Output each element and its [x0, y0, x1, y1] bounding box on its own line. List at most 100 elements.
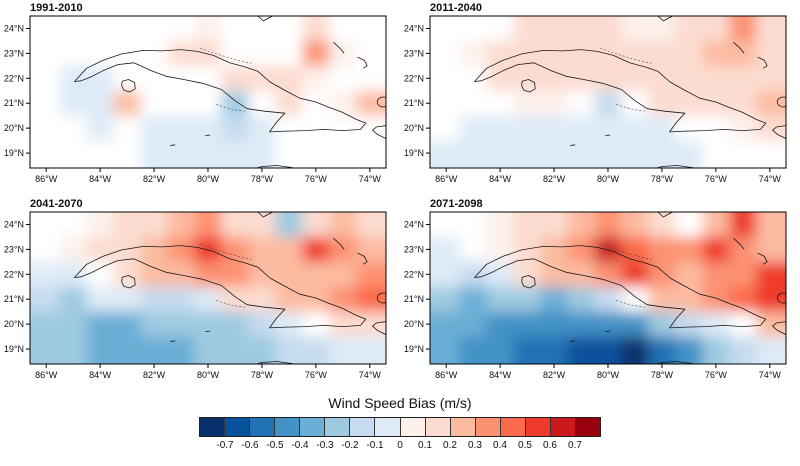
colorbar-bar: [199, 417, 601, 437]
lon-tick-label: 78°W: [651, 370, 674, 380]
colorbar-tick-label: 0.5: [518, 440, 532, 451]
lon-tick-label: 84°W: [489, 370, 512, 380]
colorbar-segment: [501, 418, 526, 436]
colorbar-segment: [300, 418, 325, 436]
map-panel-2041-2070: 24°N 23°N 22°N 21°N 20°N 19°N 86°W 84°W 82°W 80°W…: [0, 196, 400, 392]
lon-tick-label: 82°W: [543, 174, 566, 184]
map-panel-2071-2098: 24°N 23°N 22°N 21°N 20°N 19°N 86°W 84°W 82°W 80°W…: [400, 196, 800, 392]
lon-tick-label: 82°W: [543, 370, 566, 380]
colorbar-tick-label: -0.6: [241, 440, 258, 451]
lon-tick-label: 76°W: [305, 174, 328, 184]
lat-tick-label: 24°N: [404, 23, 424, 33]
colorbar-tick-label: 0.1: [418, 440, 432, 451]
colorbar-tick-label: -0.5: [266, 440, 283, 451]
colorbar-tick-label: 0.2: [443, 440, 457, 451]
bias-field: [406, 0, 800, 191]
lon-tick-label: 76°W: [705, 370, 728, 380]
lat-tick-label: 24°N: [404, 219, 424, 229]
lon-tick-label: 86°W: [435, 174, 458, 184]
lon-tick-label: 78°W: [651, 174, 674, 184]
panel-title: 2071-2098: [430, 198, 483, 210]
lon-tick-label: 84°W: [489, 174, 512, 184]
panel-title: 1991-2010: [30, 2, 83, 14]
colorbar-tick-label: 0.3: [468, 440, 482, 451]
lon-tick-label: 84°W: [89, 174, 112, 184]
lat-tick-label: 23°N: [4, 244, 24, 254]
lat-tick-label: 20°N: [4, 319, 24, 329]
panel-title: 2011-2040: [430, 2, 482, 14]
colorbar-segment: [576, 418, 600, 436]
lat-tick-label: 21°N: [4, 98, 24, 108]
colorbar-tick-label: 0.4: [493, 440, 507, 451]
colorbar-segment: [526, 418, 551, 436]
colorbar-tick-label: 0: [397, 440, 403, 451]
lat-tick-label: 20°N: [404, 319, 424, 329]
colorbar-segment: [350, 418, 375, 436]
colorbar-tick-label: 0.7: [568, 440, 582, 451]
map-panel-1991-2010: 24°N 23°N 22°N 21°N 20°N 19°N 86°W 84°W 82°W 80°W…: [0, 0, 400, 196]
colorbar: Wind Speed Bias (m/s) -0.7-0.6-0.5-0.4-0…: [0, 392, 800, 466]
lat-tick-label: 22°N: [4, 269, 24, 279]
lat-tick-label: 23°N: [404, 48, 424, 58]
colorbar-title: Wind Speed Bias (m/s): [0, 394, 800, 412]
colorbar-segment: [225, 418, 250, 436]
lon-tick-label: 80°W: [597, 370, 620, 380]
colorbar-segment: [250, 418, 275, 436]
lon-tick-label: 74°W: [759, 174, 782, 184]
colorbar-segment: [325, 418, 350, 436]
bias-field: [6, 196, 400, 387]
lat-tick-label: 21°N: [404, 294, 424, 304]
panel-title: 2041-2070: [30, 198, 83, 210]
colorbar-segment: [375, 418, 400, 436]
lon-tick-label: 80°W: [197, 370, 220, 380]
lon-tick-label: 74°W: [759, 370, 782, 380]
lon-tick-label: 76°W: [305, 370, 328, 380]
colorbar-segment: [476, 418, 501, 436]
colorbar-tick-label: 0.6: [543, 440, 557, 451]
lat-tick-label: 22°N: [404, 269, 424, 279]
lat-tick-label: 23°N: [404, 244, 424, 254]
lat-tick-label: 19°N: [4, 148, 24, 158]
lon-tick-label: 78°W: [251, 370, 274, 380]
colorbar-segment: [551, 418, 576, 436]
colorbar-segment: [200, 418, 225, 436]
bias-field: [406, 196, 800, 387]
lon-tick-label: 78°W: [251, 174, 274, 184]
lon-tick-label: 74°W: [359, 174, 382, 184]
lon-tick-label: 82°W: [143, 174, 166, 184]
colorbar-tick-label: -0.4: [291, 440, 308, 451]
lat-tick-label: 21°N: [4, 294, 24, 304]
bias-field: [6, 0, 400, 191]
lat-tick-label: 22°N: [404, 73, 424, 83]
lon-tick-label: 74°W: [359, 370, 382, 380]
lat-tick-label: 19°N: [404, 344, 424, 354]
lat-tick-label: 19°N: [4, 344, 24, 354]
lon-tick-label: 82°W: [143, 370, 166, 380]
lon-tick-label: 80°W: [197, 174, 220, 184]
lat-tick-label: 22°N: [4, 73, 24, 83]
lon-tick-label: 84°W: [89, 370, 112, 380]
colorbar-tick-label: -0.7: [216, 440, 233, 451]
lat-tick-label: 23°N: [4, 48, 24, 58]
colorbar-segment: [451, 418, 476, 436]
colorbar-segment: [275, 418, 300, 436]
lat-tick-label: 21°N: [404, 98, 424, 108]
colorbar-tick-labels: -0.7 -0.6 -0.5 -0.4 -0.3 -0.2 -0.1 0 0.1 0.2 0.3 0.…: [200, 440, 600, 453]
colorbar-tick-label: -0.2: [341, 440, 358, 451]
lon-tick-label: 86°W: [35, 174, 58, 184]
colorbar-tick-label: -0.1: [366, 440, 383, 451]
lat-tick-label: 20°N: [404, 123, 424, 133]
lon-tick-label: 76°W: [705, 174, 728, 184]
colorbar-tick-label: -0.3: [316, 440, 333, 451]
lat-tick-label: 24°N: [4, 219, 24, 229]
lat-tick-label: 20°N: [4, 123, 24, 133]
lon-tick-label: 86°W: [435, 370, 458, 380]
lon-tick-label: 80°W: [597, 174, 620, 184]
lon-tick-label: 86°W: [35, 370, 58, 380]
colorbar-segment: [426, 418, 451, 436]
map-panels: 24°N 23°N 22°N 21°N 20°N 19°N 86°W 84°W 82°W 80°W…: [0, 0, 800, 392]
colorbar-segment: [401, 418, 426, 436]
lat-tick-label: 24°N: [4, 23, 24, 33]
